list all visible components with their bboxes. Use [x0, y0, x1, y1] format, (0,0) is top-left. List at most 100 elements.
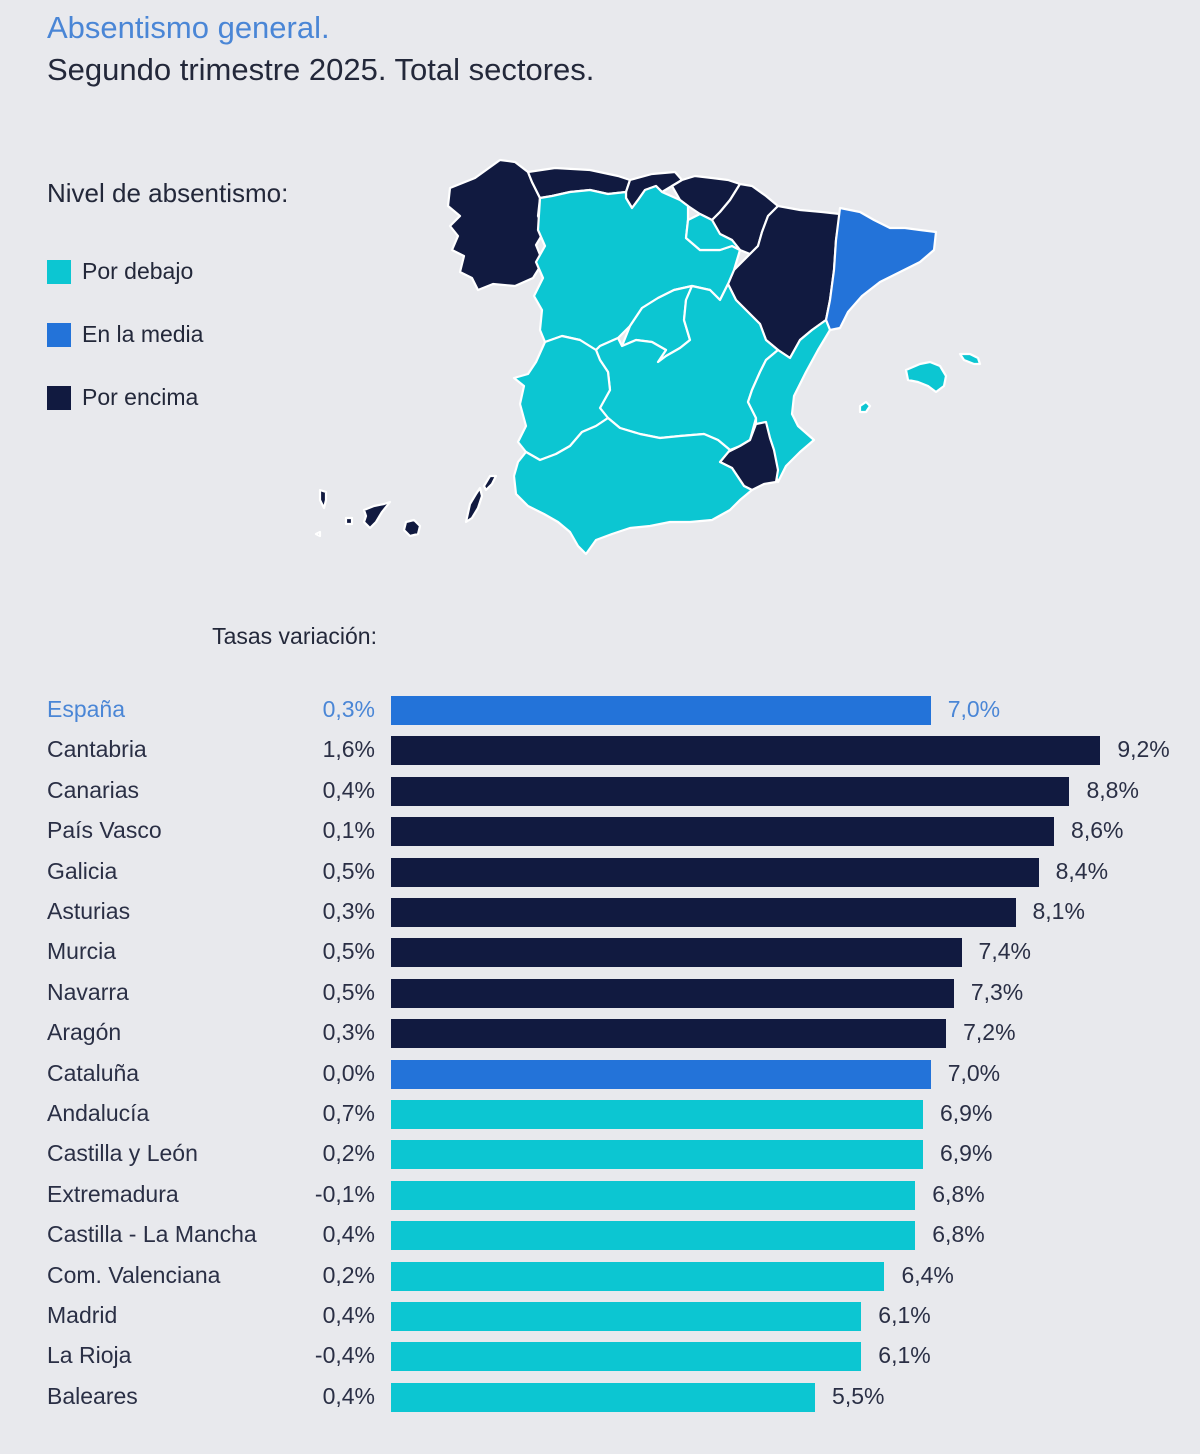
value-label: 6,8% — [932, 1221, 985, 1248]
category-label: Castilla - La Mancha — [47, 1221, 257, 1248]
bar-row: Navarra 0,5% 7,3% — [0, 973, 1200, 1013]
value-label: 7,0% — [947, 1059, 1001, 1086]
value-label: 6,9% — [939, 1100, 993, 1126]
bar — [391, 1342, 862, 1372]
bar — [391, 1019, 947, 1049]
category-label: Madrid — [47, 1302, 118, 1328]
bar — [391, 938, 962, 968]
map-region-cataluna — [824, 206, 938, 332]
variation-label: 0,5% — [322, 857, 375, 884]
value-label: 7,4% — [978, 938, 1031, 965]
chart-subtitle: Segundo trimestre 2025. Total sectores. — [47, 52, 595, 87]
bar-row: Castilla y León 0,2% 6,9% — [0, 1134, 1200, 1174]
bar — [391, 1180, 916, 1210]
map-region-baleares — [858, 352, 982, 414]
bar-row: Canarias 0,4% 8,8% — [0, 771, 1200, 811]
legend-swatch-below — [47, 259, 71, 284]
bar-row: Castilla - La Mancha 0,4% 6,8% — [0, 1215, 1200, 1255]
map-region-galicia — [446, 158, 547, 292]
category-label: Galicia — [47, 857, 118, 884]
category-label: Andalucía — [47, 1100, 150, 1126]
variation-label: 0,4% — [322, 776, 375, 803]
bar — [391, 898, 1016, 927]
bar-row: Cantabria 1,6% 9,2% — [0, 730, 1200, 770]
variation-label: 0,7% — [322, 1100, 375, 1126]
variation-label: 0,4% — [322, 1221, 375, 1248]
chart-title: Absentismo general. — [47, 10, 330, 45]
variation-label: -0,4% — [314, 1342, 375, 1369]
bar — [391, 696, 931, 725]
value-label: 8,6% — [1071, 817, 1124, 844]
value-label: 6,8% — [932, 1180, 985, 1207]
category-label: Cantabria — [47, 736, 147, 763]
category-label: País Vasco — [47, 817, 162, 844]
variation-label: 0,2% — [322, 1140, 375, 1167]
variation-label: 0,4% — [322, 1302, 375, 1328]
category-label: Baleares — [47, 1382, 138, 1409]
bar-row: La Rioja -0,4% 6,1% — [0, 1336, 1200, 1376]
variation-label: 0,4% — [322, 1382, 375, 1409]
map-region-andalucia — [512, 416, 754, 556]
bar — [391, 736, 1101, 766]
map-region-canarias — [314, 474, 498, 538]
bar-row: Madrid 0,4% 6,1% — [0, 1296, 1200, 1336]
variation-label: 0,5% — [322, 938, 375, 965]
bar-row: Galicia 0,5% 8,4% — [0, 852, 1200, 892]
value-label: 5,5% — [832, 1382, 885, 1409]
legend-item-average: En la media — [47, 321, 203, 348]
legend-label-below: Por debajo — [82, 258, 194, 284]
bar — [391, 1100, 923, 1129]
legend-swatch-above — [47, 385, 71, 410]
variation-label: 1,6% — [322, 736, 375, 763]
legend-title: Nivel de absentismo: — [47, 178, 289, 208]
value-label: 7,2% — [963, 1019, 1016, 1046]
bar-row: Aragón 0,3% 7,2% — [0, 1013, 1200, 1053]
category-label: La Rioja — [47, 1342, 132, 1369]
variation-label: 0,2% — [322, 1261, 375, 1288]
variation-column-header: Tasas variación: — [212, 623, 377, 649]
legend-item-above: Por encima — [47, 384, 198, 411]
variation-label: 0,3% — [322, 1019, 375, 1046]
bar-row: Extremadura -0,1% 6,8% — [0, 1175, 1200, 1215]
bar-row: Com. Valenciana 0,2% 6,4% — [0, 1256, 1200, 1296]
legend-item-below: Por debajo — [47, 258, 193, 285]
bar-row: Baleares 0,4% 5,5% — [0, 1377, 1200, 1417]
category-label: Cataluña — [47, 1059, 140, 1086]
category-label: España — [47, 696, 126, 722]
bar — [391, 978, 954, 1008]
value-label: 7,0% — [947, 696, 1001, 722]
legend-swatch-average — [47, 322, 71, 347]
bar — [391, 857, 1039, 887]
bar — [391, 1059, 931, 1089]
bar — [391, 1261, 885, 1291]
value-label: 6,4% — [901, 1261, 954, 1288]
category-label: Navarra — [47, 978, 129, 1005]
spain-map — [314, 158, 982, 556]
variation-label: 0,1% — [322, 817, 375, 844]
legend-label-above: Por encima — [82, 384, 199, 410]
value-label: 9,2% — [1117, 736, 1170, 763]
category-label: Castilla y León — [47, 1140, 198, 1167]
category-label: Asturias — [47, 898, 131, 924]
variation-label: 0,3% — [322, 898, 375, 924]
value-label: 6,1% — [878, 1342, 931, 1369]
category-label: Com. Valenciana — [47, 1261, 221, 1288]
value-label: 7,3% — [970, 978, 1024, 1005]
bar-row: Murcia 0,5% 7,4% — [0, 932, 1200, 972]
bar — [391, 817, 1055, 847]
category-label: Aragón — [47, 1019, 122, 1046]
category-label: Extremadura — [47, 1180, 179, 1207]
category-label: Murcia — [47, 938, 117, 965]
bar — [391, 1221, 916, 1251]
bar-row: España 0,3% 7,0% — [0, 690, 1200, 730]
value-label: 6,1% — [878, 1302, 931, 1328]
variation-label: 0,0% — [322, 1059, 375, 1086]
value-label: 8,1% — [1032, 898, 1085, 924]
variation-label: 0,5% — [322, 978, 375, 1005]
value-label: 8,4% — [1055, 857, 1109, 884]
bar — [391, 1140, 923, 1170]
value-label: 8,8% — [1086, 776, 1139, 803]
value-label: 6,9% — [939, 1140, 993, 1167]
bar-row: Andalucía 0,7% 6,9% — [0, 1094, 1200, 1134]
bar — [391, 1382, 816, 1412]
